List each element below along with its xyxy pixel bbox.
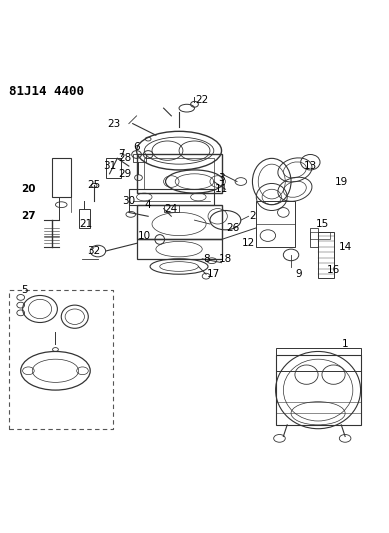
Bar xyxy=(137,155,222,193)
Text: 23: 23 xyxy=(107,119,120,128)
Text: 26: 26 xyxy=(226,223,240,233)
Text: 7: 7 xyxy=(118,149,124,159)
Text: 21: 21 xyxy=(80,219,93,229)
Text: 24: 24 xyxy=(165,204,178,214)
Bar xyxy=(137,205,222,239)
Text: 81J14 4400: 81J14 4400 xyxy=(9,85,84,98)
Bar xyxy=(276,356,361,425)
Text: 30: 30 xyxy=(122,196,135,206)
Bar xyxy=(106,158,121,177)
Text: 10: 10 xyxy=(138,231,151,240)
Text: 15: 15 xyxy=(315,219,329,229)
Text: 17: 17 xyxy=(207,269,221,279)
Bar xyxy=(310,232,330,239)
Text: 1: 1 xyxy=(342,339,349,349)
Text: 25: 25 xyxy=(88,180,101,190)
Text: 18: 18 xyxy=(219,254,232,264)
Bar xyxy=(144,158,214,189)
Text: 28: 28 xyxy=(118,154,131,163)
Bar xyxy=(318,232,333,278)
Text: 19: 19 xyxy=(335,176,348,187)
Bar xyxy=(52,158,71,197)
Text: 11: 11 xyxy=(215,184,228,194)
Text: 13: 13 xyxy=(304,161,317,171)
Bar xyxy=(79,208,90,228)
Text: 8: 8 xyxy=(203,254,209,264)
Text: 14: 14 xyxy=(338,242,352,252)
Text: 16: 16 xyxy=(327,265,340,276)
Text: 4: 4 xyxy=(145,200,151,209)
Bar xyxy=(137,239,222,259)
Text: 31: 31 xyxy=(103,161,116,171)
Text: 27: 27 xyxy=(21,211,36,221)
Bar xyxy=(276,348,361,371)
Text: 9: 9 xyxy=(296,269,302,279)
Text: 29: 29 xyxy=(118,169,131,179)
Bar xyxy=(256,201,295,247)
Bar xyxy=(310,228,318,247)
Bar xyxy=(129,189,214,205)
Text: 22: 22 xyxy=(196,95,209,106)
Text: 20: 20 xyxy=(21,184,36,194)
Text: 3: 3 xyxy=(218,173,225,183)
Bar xyxy=(133,155,146,162)
Text: 5: 5 xyxy=(21,285,28,295)
Bar xyxy=(164,205,179,213)
Text: 6: 6 xyxy=(133,142,140,152)
Text: 2: 2 xyxy=(249,211,256,221)
Text: 12: 12 xyxy=(242,238,255,248)
Text: 32: 32 xyxy=(88,246,101,256)
